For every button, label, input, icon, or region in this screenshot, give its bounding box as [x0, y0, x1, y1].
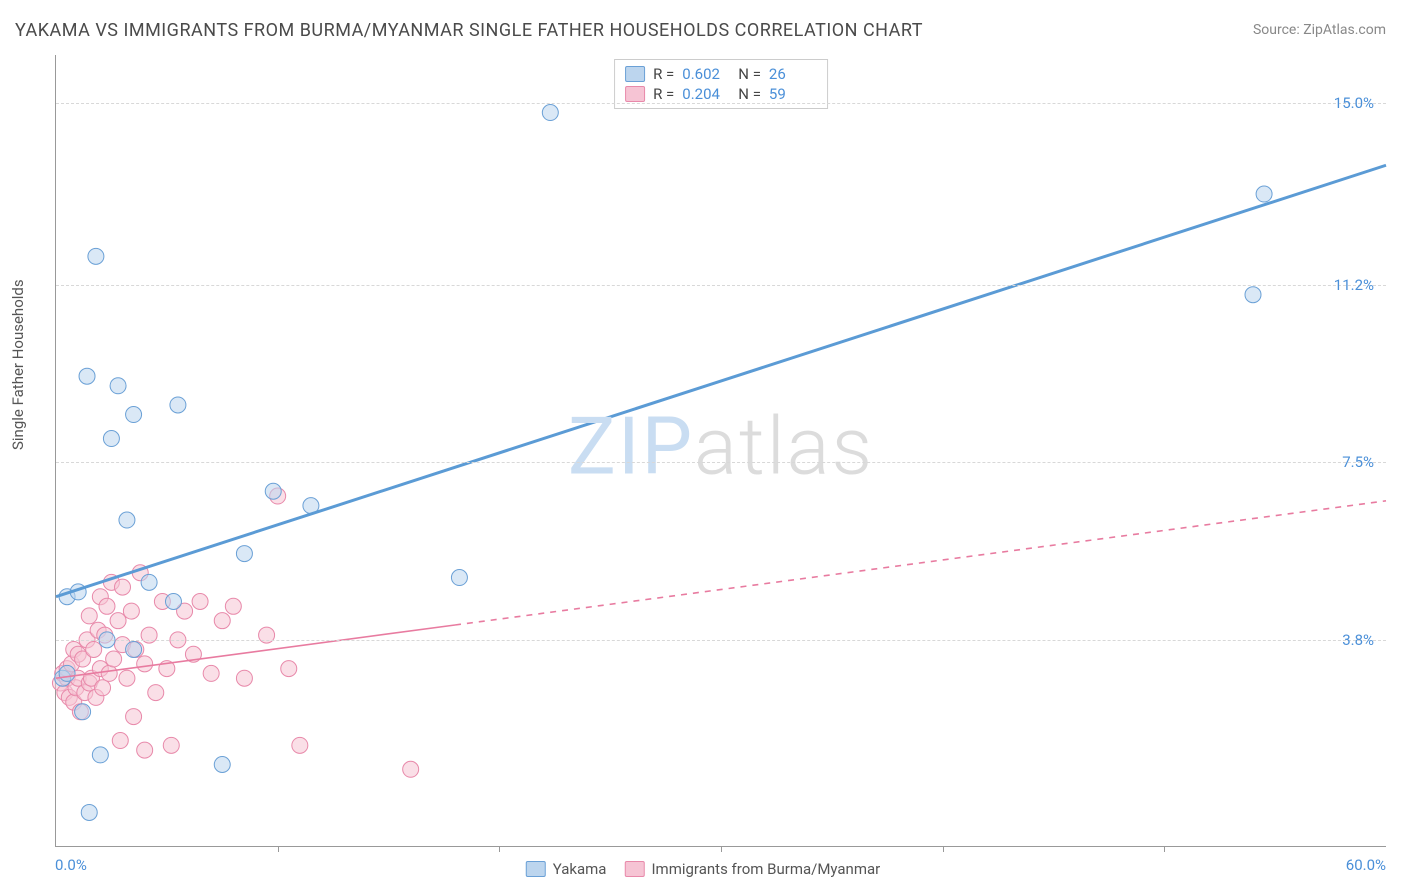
data-point — [101, 665, 117, 681]
trend-line — [56, 165, 1386, 596]
x-tick — [721, 846, 722, 852]
source-label: Source: ZipAtlas.com — [1253, 22, 1386, 38]
r-value-b: 0.204 — [682, 85, 730, 103]
data-point — [163, 737, 179, 753]
data-point — [119, 670, 135, 686]
data-point — [203, 665, 219, 681]
data-point — [110, 378, 126, 394]
data-point — [265, 483, 281, 499]
gridline — [56, 462, 1386, 463]
data-point — [1245, 287, 1261, 303]
data-point — [95, 680, 111, 696]
data-point — [137, 742, 153, 758]
legend-row-a: R = 0.602 N = 26 — [625, 64, 817, 84]
data-point — [86, 641, 102, 657]
series-legend: Yakama Immigrants from Burma/Myanmar — [526, 860, 880, 878]
y-tick-label: 7.5% — [1342, 453, 1374, 471]
data-point — [79, 368, 95, 384]
data-point — [170, 397, 186, 413]
y-tick-label: 3.8% — [1342, 631, 1374, 649]
scatter-svg — [56, 55, 1386, 846]
legend-row-b: R = 0.204 N = 59 — [625, 84, 817, 104]
data-point — [281, 661, 297, 677]
correlation-legend: R = 0.602 N = 26 R = 0.204 N = 59 — [614, 59, 828, 109]
y-tick-label: 11.2% — [1334, 276, 1374, 294]
data-point — [75, 704, 91, 720]
data-point — [236, 670, 252, 686]
data-point — [81, 804, 97, 820]
data-point — [112, 733, 128, 749]
x-axis-end-label: 60.0% — [1346, 856, 1386, 874]
swatch-a — [625, 66, 645, 82]
data-point — [214, 613, 230, 629]
trend-line — [455, 501, 1386, 625]
data-point — [92, 747, 108, 763]
data-point — [225, 598, 241, 614]
plot-area: R = 0.602 N = 26 R = 0.204 N = 59 ZIPatl… — [55, 55, 1386, 847]
x-tick — [499, 846, 500, 852]
r-label: R = — [653, 85, 674, 103]
x-tick — [278, 846, 279, 852]
data-point — [451, 570, 467, 586]
x-tick — [943, 846, 944, 852]
swatch-b — [625, 86, 645, 102]
chart-title: YAKAMA VS IMMIGRANTS FROM BURMA/MYANMAR … — [15, 20, 923, 41]
gridline — [56, 103, 1386, 104]
gridline — [56, 285, 1386, 286]
gridline — [56, 640, 1386, 641]
y-tick-label: 15.0% — [1334, 94, 1374, 112]
n-value-b: 59 — [769, 85, 817, 103]
x-tick — [1164, 846, 1165, 852]
n-label: N = — [738, 85, 761, 103]
swatch-b2 — [624, 861, 644, 877]
data-point — [1256, 186, 1272, 202]
data-point — [137, 656, 153, 672]
data-point — [106, 651, 122, 667]
data-point — [141, 574, 157, 590]
data-point — [542, 105, 558, 121]
legend-label-a: Yakama — [553, 860, 607, 878]
data-point — [110, 613, 126, 629]
swatch-a2 — [526, 861, 546, 877]
data-point — [403, 761, 419, 777]
data-point — [103, 431, 119, 447]
x-axis-start-label: 0.0% — [55, 856, 87, 874]
r-value-a: 0.602 — [682, 65, 730, 83]
data-point — [126, 709, 142, 725]
y-axis-label: Single Father Households — [9, 279, 27, 450]
data-point — [165, 594, 181, 610]
data-point — [123, 603, 139, 619]
n-value-a: 26 — [769, 65, 817, 83]
data-point — [214, 757, 230, 773]
legend-label-b: Immigrants from Burma/Myanmar — [651, 860, 880, 878]
legend-item-b: Immigrants from Burma/Myanmar — [624, 860, 880, 878]
data-point — [192, 594, 208, 610]
data-point — [126, 641, 142, 657]
data-point — [88, 248, 104, 264]
data-point — [236, 546, 252, 562]
data-point — [115, 579, 131, 595]
n-label: N = — [738, 65, 761, 83]
data-point — [292, 737, 308, 753]
data-point — [59, 665, 75, 681]
data-point — [119, 512, 135, 528]
legend-item-a: Yakama — [526, 860, 607, 878]
data-point — [148, 685, 164, 701]
r-label: R = — [653, 65, 674, 83]
data-point — [81, 608, 97, 624]
data-point — [99, 598, 115, 614]
data-point — [126, 407, 142, 423]
